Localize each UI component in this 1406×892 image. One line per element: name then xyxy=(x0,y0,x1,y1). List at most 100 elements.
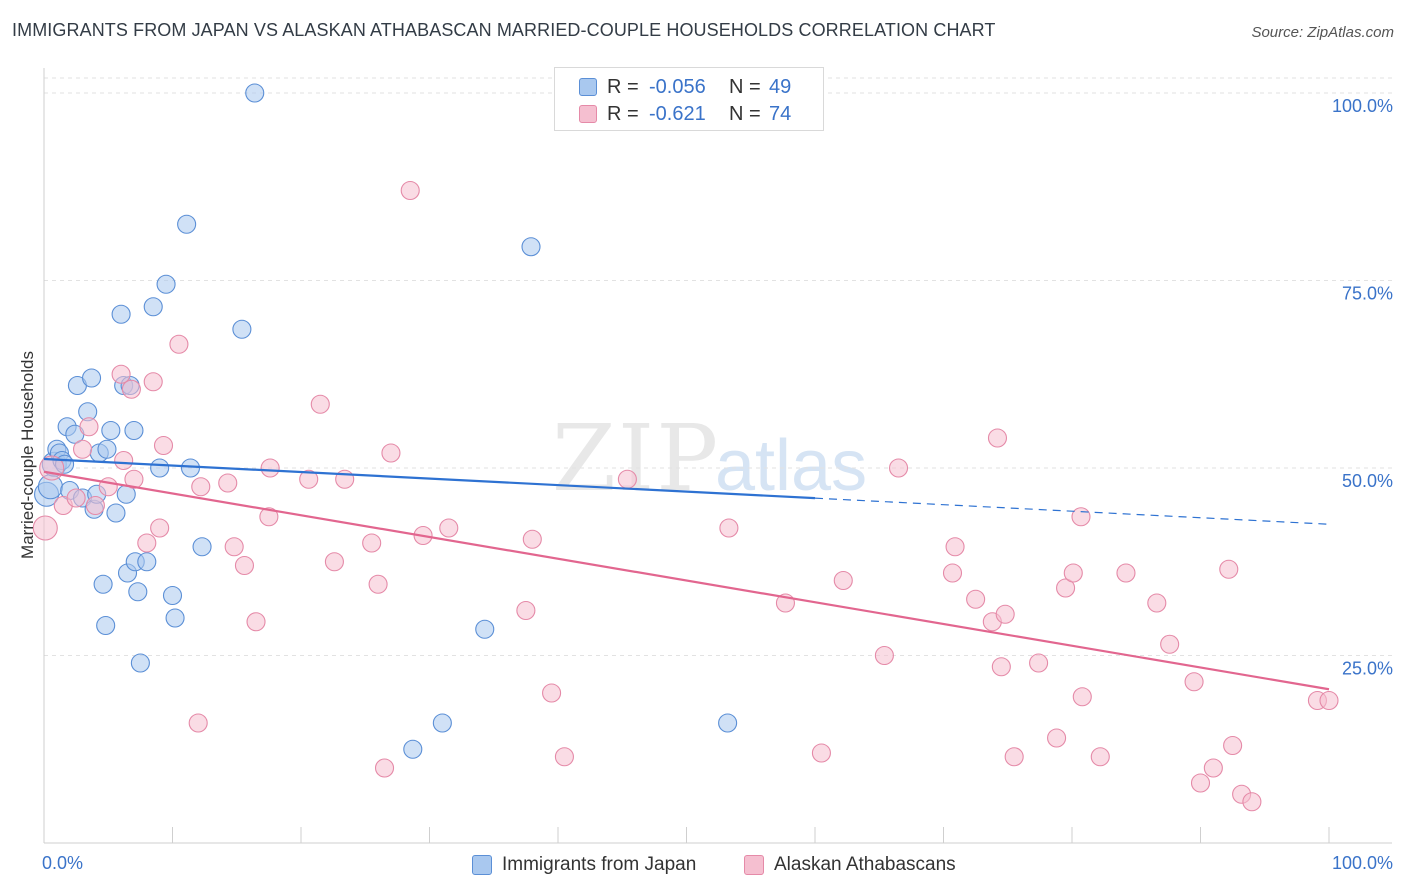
japan-trend-extension xyxy=(814,497,1330,525)
y-tick-label: 50.0% xyxy=(1342,471,1393,491)
athabascan-point xyxy=(1219,559,1239,579)
athabascan-point xyxy=(32,515,58,541)
japan-point xyxy=(130,653,150,673)
japan-point xyxy=(156,274,176,294)
japan-point xyxy=(93,574,113,594)
athabascan-point xyxy=(66,488,86,508)
athabascan-point xyxy=(259,507,279,527)
athabascan-point xyxy=(1116,563,1136,583)
r-label: R = xyxy=(607,75,639,98)
legend-row-athabascan: R = -0.621 N = 74 xyxy=(579,101,791,127)
japan-point xyxy=(192,537,212,557)
r-value-athabascan: -0.621 xyxy=(649,102,706,125)
athabascan-point xyxy=(1063,563,1083,583)
athabascan-point xyxy=(234,555,255,576)
athabascan-point xyxy=(114,450,134,471)
pink-swatch-icon xyxy=(579,105,597,123)
athabascan-point xyxy=(374,758,395,778)
athabascan-point xyxy=(85,495,105,516)
athabascan-point xyxy=(439,518,459,538)
y-tick-label: 25.0% xyxy=(1342,659,1393,679)
y-axis-label: Married-couple Households xyxy=(18,351,37,559)
athabascan-point xyxy=(874,645,894,666)
n-value-athabascan: 74 xyxy=(769,102,792,125)
bottom-legend-athabascan: Alaskan Athabascans xyxy=(744,852,956,878)
athabascan-point xyxy=(617,469,637,489)
athabascan-point xyxy=(310,394,330,414)
athabascan-trend-line xyxy=(43,470,1330,691)
athabascan-point xyxy=(516,600,536,621)
pink-swatch-icon xyxy=(744,855,764,875)
japan-point xyxy=(128,582,148,602)
legend-label-athabascan: Alaskan Athabascans xyxy=(774,854,956,875)
japan-point xyxy=(521,237,541,257)
y-tick-label: 75.0% xyxy=(1342,284,1393,304)
r-value-japan: -0.056 xyxy=(649,75,706,98)
athabascan-point xyxy=(381,443,401,463)
athabascan-point xyxy=(137,533,157,553)
athabascan-point xyxy=(554,747,574,767)
athabascan-point xyxy=(153,435,174,456)
japan-point xyxy=(106,503,126,523)
athabascan-point xyxy=(191,477,211,497)
athabascan-point xyxy=(833,570,853,591)
japan-point xyxy=(97,439,117,459)
athabascan-point xyxy=(1184,672,1204,692)
japan-point xyxy=(718,713,738,733)
athabascan-point xyxy=(1072,687,1092,707)
athabascan-point xyxy=(987,428,1008,448)
japan-point xyxy=(232,319,252,339)
japan-point xyxy=(475,619,495,639)
athabascan-point xyxy=(888,458,909,478)
athabascan-point xyxy=(942,563,963,583)
athabascan-point xyxy=(1223,735,1243,756)
athabascan-point xyxy=(719,518,739,538)
athabascan-point xyxy=(522,529,542,549)
japan-point xyxy=(81,368,102,388)
athabascan-point xyxy=(1242,792,1262,812)
legend-row-japan: R = -0.056 N = 49 xyxy=(579,74,791,100)
japan-point xyxy=(124,420,144,441)
athabascan-point xyxy=(224,537,244,557)
japan-point xyxy=(96,615,116,636)
athabascan-point xyxy=(991,657,1011,677)
athabascan-point xyxy=(966,589,986,609)
athabascan-point xyxy=(1090,747,1110,767)
japan-point xyxy=(180,458,201,478)
athabascan-point xyxy=(945,537,965,557)
athabascan-point xyxy=(299,469,319,489)
athabascan-point xyxy=(368,574,388,594)
n-label: N = xyxy=(729,102,761,125)
japan-point xyxy=(177,214,197,234)
stats-legend: R = -0.056 N = 49 R = -0.621 N = 74 xyxy=(554,67,824,131)
legend-label-japan: Immigrants from Japan xyxy=(502,854,697,875)
athabascan-point xyxy=(1047,728,1067,748)
japan-point xyxy=(101,420,121,441)
athabascan-point xyxy=(324,552,344,572)
athabascan-point xyxy=(1319,690,1339,711)
athabascan-point xyxy=(124,469,144,489)
athabascan-point xyxy=(1147,593,1167,613)
n-label: N = xyxy=(729,75,761,98)
athabascan-point xyxy=(1056,578,1076,598)
blue-swatch-icon xyxy=(472,855,492,875)
athabascan-point xyxy=(111,364,131,384)
athabascan-point xyxy=(995,604,1015,624)
athabascan-point xyxy=(1160,634,1180,654)
athabascan-point xyxy=(73,439,93,459)
japan-point xyxy=(165,608,185,628)
athabascan-point xyxy=(121,379,141,399)
japan-point xyxy=(162,585,183,606)
athabascan-point xyxy=(218,473,238,493)
athabascan-point xyxy=(1004,747,1024,767)
x-tick-label-min: 0.0% xyxy=(42,853,83,873)
japan-trend-line xyxy=(43,457,816,500)
athabascan-point xyxy=(542,683,562,703)
r-label: R = xyxy=(607,102,639,125)
blue-swatch-icon xyxy=(579,78,597,96)
japan-point xyxy=(111,304,131,324)
athabascan-point xyxy=(260,458,280,478)
watermark-atlas: atlas xyxy=(715,426,867,506)
japan-point xyxy=(137,552,157,572)
